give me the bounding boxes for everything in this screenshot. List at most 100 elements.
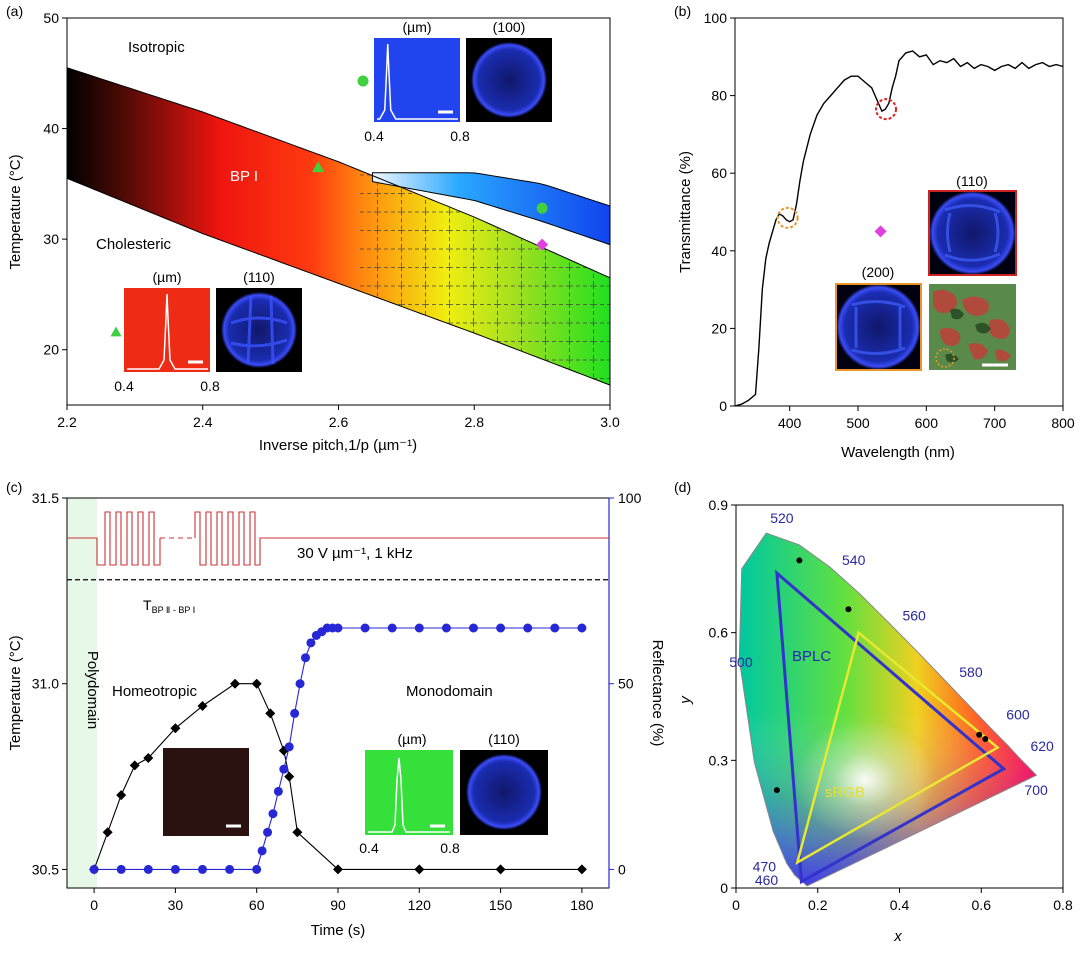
ylabel-c-right: Reflectance (%) — [649, 640, 666, 747]
temperature-point — [251, 678, 262, 689]
temperature-point — [333, 864, 343, 875]
panel-d: (d) 0 0.2 0.4 0.6 0.8 0 0.3 0.6 0.9 520 540 560 580… — [674, 479, 1073, 945]
reflectance-point — [257, 846, 267, 856]
inset-a-marker — [110, 326, 122, 337]
axes-d: 0 0.2 0.4 0.6 0.8 0 0.3 0.6 0.9 — [709, 497, 1073, 913]
y2-tick-label: 0 — [618, 861, 626, 877]
axes-a: 2.2 2.4 2.6 2.8 3.0 20 30 40 50 — [43, 10, 620, 430]
inset-a-spectrum-curve — [377, 43, 458, 120]
y-tick-label: 0.6 — [709, 625, 729, 641]
x-tick-label: 600 — [915, 415, 939, 431]
y-tick-label: 0 — [720, 880, 728, 896]
triangle-srgb — [795, 630, 1000, 866]
monodomain-label: Monodomain — [406, 683, 493, 700]
y-tick-label: 100 — [704, 10, 728, 26]
y-tick-label: 31.5 — [32, 490, 59, 506]
x-tick-label: 3.0 — [600, 414, 620, 430]
markers-a — [312, 161, 549, 251]
phase-label-cholesteric: Cholesteric — [96, 236, 172, 253]
xlabel-a: Inverse pitch,1/p (µm⁻¹) — [259, 437, 417, 454]
y-tick-label: 0 — [719, 398, 727, 414]
inset-a-spectrum-curve — [127, 293, 208, 370]
field-label: 30 V µm⁻¹, 1 kHz — [297, 545, 413, 562]
reflectance-point — [273, 786, 283, 796]
cie-point — [845, 606, 852, 613]
cie-point — [982, 736, 989, 743]
inset-b-image-200 — [835, 283, 922, 371]
threshold-label: TBP Ⅱ - BP Ⅰ — [143, 597, 195, 615]
x-tick-label: 0.6 — [972, 897, 992, 913]
y-tick-label: 80 — [711, 88, 727, 104]
cie-points — [773, 557, 989, 794]
xlabel-c: Time (s) — [311, 922, 365, 939]
x-tick-label: 800 — [1051, 415, 1075, 431]
temperature-point — [414, 864, 425, 875]
x-tick-label: 0.8 — [1053, 897, 1073, 913]
inset-a-unit: (µm) — [402, 19, 431, 35]
y-tick-label: 20 — [43, 342, 59, 358]
inset-b-pattern-110 — [944, 204, 1001, 262]
cie-outline — [738, 532, 1038, 887]
reflectance-point — [300, 653, 310, 663]
reflectance-point — [387, 623, 397, 633]
dip-circle — [875, 98, 898, 121]
reflectance-point — [198, 864, 207, 874]
ylabel-b: Transmittance (%) — [677, 151, 694, 273]
homeotropic-label: Homeotropic — [112, 683, 198, 700]
inset-c-spectrum: (µm) 0.4 0.8 — [359, 731, 460, 856]
temperature-point — [284, 771, 295, 782]
wavelength-label: 470 — [753, 858, 777, 874]
panel-c-label: (c) — [6, 479, 22, 495]
inset-b-label-200: (200) — [862, 264, 895, 280]
reflectance-point — [89, 864, 99, 874]
temperature-point — [116, 790, 127, 801]
markers-b — [874, 225, 887, 238]
wavelength-label: 460 — [755, 872, 779, 888]
label-srgb: sRGB — [825, 784, 865, 801]
inset-c-tick-left: 0.4 — [359, 840, 379, 856]
inset-c-spectrum-bg — [365, 750, 453, 835]
reflectance-point — [441, 623, 451, 633]
phase-label-bp1: BP I — [230, 168, 258, 185]
panel-d-label: (d) — [674, 479, 691, 495]
inset-c-tick-right: 0.8 — [440, 840, 460, 856]
polydomain-band — [67, 498, 97, 888]
inset-b-pattern-200 — [851, 300, 906, 355]
y-tick-label: 60 — [711, 165, 727, 181]
reflectance-point — [116, 864, 126, 874]
x-tick-label: 2.4 — [193, 414, 213, 430]
wavelength-label: 580 — [959, 664, 983, 680]
inset-a-image-label: (100) — [493, 19, 526, 35]
phase-label-isotropic: Isotropic — [128, 39, 185, 56]
inset-a-image-disk — [471, 42, 547, 118]
inset-b-label-110: (110) — [956, 173, 988, 189]
y-tick-label: 40 — [711, 243, 727, 259]
panel-b: (b) 400 500 600 700 800 0 20 40 60 80 100 (110) (2… — [674, 3, 1075, 461]
inset-a-tick-left: 0.4 — [364, 128, 384, 144]
temperature-point — [495, 864, 506, 875]
inset-b-image-110 — [928, 190, 1017, 276]
x-tick-label: 150 — [489, 897, 513, 913]
reflectance-point — [263, 827, 273, 837]
ylabel-a: Temperature (°C) — [7, 154, 24, 269]
ylabel-c-left: Temperature (°C) — [7, 635, 24, 750]
marker-diamond — [874, 225, 887, 238]
x-tick-label: 30 — [168, 897, 184, 913]
reflectance-point — [550, 623, 560, 633]
cie-point — [773, 787, 780, 794]
ac-waveform-right — [194, 511, 609, 566]
inset-a-tick-right: 0.8 — [200, 378, 220, 394]
phase-label-bp2: BP Ⅱ — [476, 160, 507, 177]
reflectance-point — [143, 864, 153, 874]
plot-frame-b — [734, 17, 1064, 407]
marker-circle — [536, 202, 548, 214]
y-tick-label: 31.0 — [32, 676, 59, 692]
reflectance-point — [496, 623, 506, 633]
markers-c — [89, 623, 587, 875]
x-tick-label: 700 — [983, 415, 1007, 431]
y-tick-label: 40 — [43, 121, 59, 137]
axes-c: 0 30 60 90 120 150 180 30.5 31.0 31.5 0 50 100 — [32, 490, 642, 913]
y-tick-label: 0.9 — [709, 497, 729, 513]
